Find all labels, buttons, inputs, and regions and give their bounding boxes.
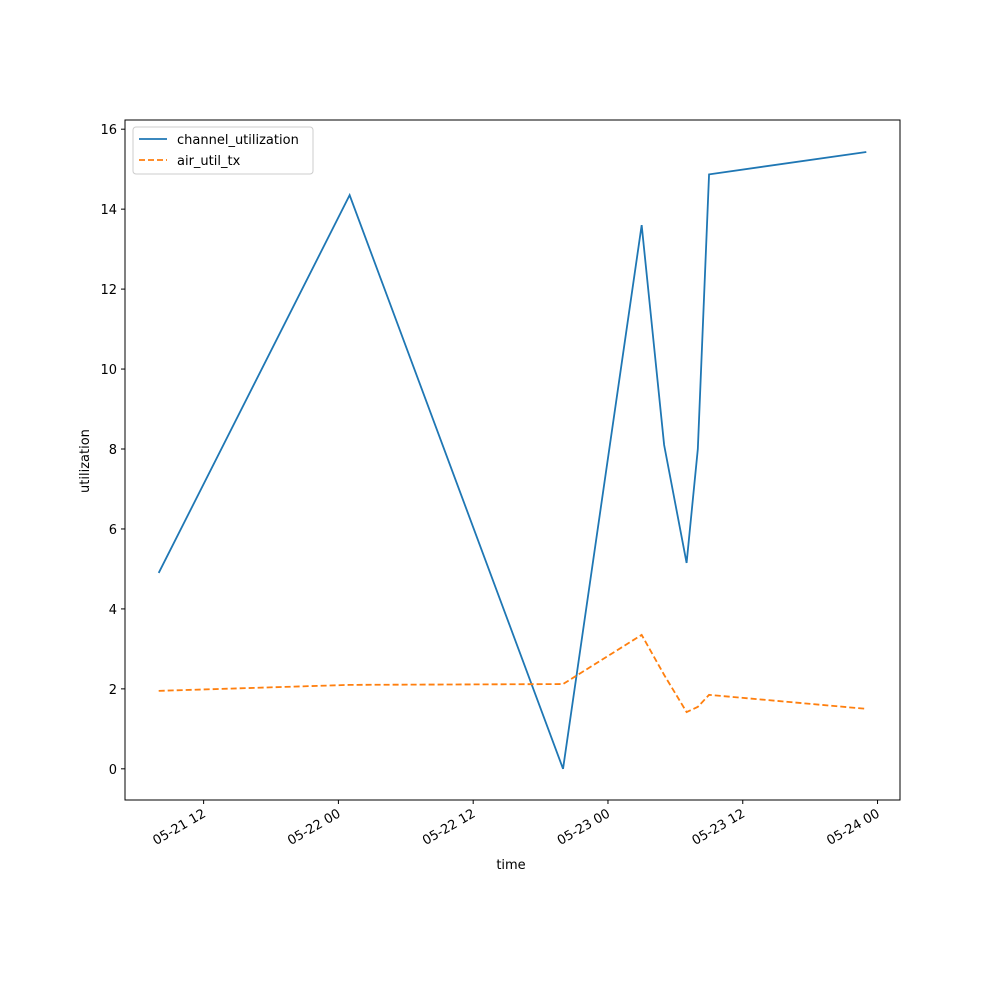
x-tick-label: 05-22 00 xyxy=(285,806,343,848)
legend-box xyxy=(132,126,314,175)
y-tick-label: 14 xyxy=(100,203,117,218)
y-tick-label: 2 xyxy=(109,683,117,698)
x-tick-label: 05-21 12 xyxy=(151,806,209,848)
x-tick-label: 05-23 12 xyxy=(690,806,748,848)
series-line xyxy=(158,633,867,714)
x-tick-label: 05-22 12 xyxy=(420,806,478,848)
y-tick-label: 0 xyxy=(109,763,117,778)
y-tick-label: 6 xyxy=(109,523,117,538)
y-tick-label: 16 xyxy=(100,123,117,138)
x-axis-label: time xyxy=(496,858,525,873)
legend-label: channel_utilization xyxy=(177,133,299,148)
x-tick-label: 05-24 00 xyxy=(824,806,882,848)
y-axis-label: utilization xyxy=(78,429,93,493)
y-tick-label: 12 xyxy=(100,283,117,298)
series-line xyxy=(157,151,867,770)
y-tick-label: 10 xyxy=(100,363,117,378)
y-tick-label: 8 xyxy=(109,443,117,458)
y-tick-label: 4 xyxy=(109,603,117,618)
x-tick-label: 05-23 00 xyxy=(555,806,613,848)
plot-frame xyxy=(124,119,901,801)
legend-label: air_util_tx xyxy=(177,154,241,169)
